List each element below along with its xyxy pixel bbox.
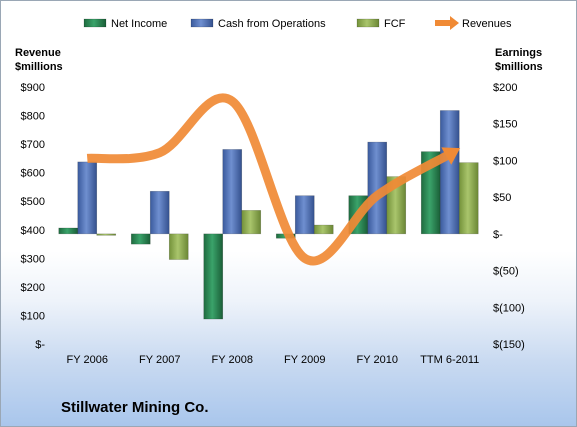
- legend-swatch: [356, 18, 380, 28]
- legend-label: Revenues: [462, 18, 512, 30]
- legend-label: FCF: [384, 18, 406, 30]
- right-tick-label: $150: [493, 119, 517, 131]
- left-tick-label: $900: [21, 82, 45, 94]
- bar-cash-from-operations: [294, 195, 315, 235]
- right-axis-ticks: $(150) $(100) $(50) $- $50 $100 $150 $200: [493, 82, 525, 351]
- x-tick-label: FY 2006: [67, 354, 108, 366]
- bar-net-income: [58, 227, 79, 235]
- legend-label: Cash from Operations: [218, 18, 326, 30]
- left-tick-label: $800: [21, 111, 45, 123]
- x-tick-label: FY 2009: [284, 354, 325, 366]
- legend-swatch-arrow: [450, 16, 459, 30]
- x-tick-label: FY 2007: [139, 354, 180, 366]
- bar-fcf: [241, 210, 262, 235]
- bar-net-income: [203, 233, 224, 320]
- right-tick-label: $200: [493, 82, 517, 94]
- x-axis-ticks: FY 2006 FY 2007 FY 2008 FY 2009 FY 2010 TTM 6…: [67, 354, 480, 366]
- legend-label: Net Income: [111, 18, 167, 30]
- axis-titles: Revenue $millions Earnings $millions: [15, 47, 543, 73]
- legend-item-cash-from-operations: Cash from Operations: [190, 18, 326, 30]
- legend-item-net-income: Net Income: [83, 18, 167, 30]
- legend-swatch: [190, 18, 214, 28]
- right-axis-title-line1: Earnings: [495, 47, 542, 59]
- x-tick-label: FY 2008: [212, 354, 253, 366]
- right-tick-label: $(150): [493, 339, 525, 351]
- revenue-line: [86, 93, 452, 266]
- right-tick-label: $(100): [493, 302, 525, 314]
- right-axis-title-line2: $millions: [495, 61, 543, 73]
- right-tick-label: $-: [493, 229, 503, 241]
- x-tick-label: FY 2010: [357, 354, 398, 366]
- bar-cash-from-operations: [439, 110, 460, 235]
- left-tick-label: $-: [35, 339, 45, 351]
- bar-net-income: [130, 233, 151, 245]
- legend-swatch: [83, 18, 107, 28]
- left-tick-label: $500: [21, 196, 45, 208]
- right-tick-label: $100: [493, 155, 517, 167]
- bars: [58, 110, 479, 320]
- bar-fcf: [96, 233, 117, 236]
- left-tick-label: $100: [21, 310, 45, 322]
- bar-fcf: [313, 224, 334, 235]
- bar-cash-from-operations: [222, 149, 243, 235]
- left-tick-label: $700: [21, 139, 45, 151]
- bar-cash-from-operations: [149, 190, 170, 235]
- left-axis-title-line1: Revenue: [15, 47, 61, 59]
- right-tick-label: $(50): [493, 266, 519, 278]
- legend-item-revenues: Revenues: [435, 16, 512, 30]
- left-axis-ticks: $- $100 $200 $300 $400 $500 $600 $700 $800 $900: [21, 82, 46, 351]
- revenue-arrow-head: [441, 147, 461, 165]
- left-tick-label: $600: [21, 168, 45, 180]
- bar-fcf: [458, 162, 479, 235]
- legend: Net Income Cash from Operations FCF Revenue…: [83, 16, 512, 30]
- right-tick-label: $50: [493, 192, 511, 204]
- revenue-line-layer: [86, 93, 461, 266]
- left-tick-label: $400: [21, 225, 45, 237]
- company-name: Stillwater Mining Co.: [61, 399, 209, 416]
- x-tick-label: TTM 6-2011: [420, 354, 479, 366]
- left-axis-title-line2: $millions: [15, 61, 63, 73]
- left-tick-label: $300: [21, 253, 45, 265]
- left-tick-label: $200: [21, 282, 45, 294]
- bar-cash-from-operations: [77, 161, 98, 235]
- legend-item-fcf: FCF: [356, 18, 406, 30]
- bar-fcf: [168, 233, 189, 260]
